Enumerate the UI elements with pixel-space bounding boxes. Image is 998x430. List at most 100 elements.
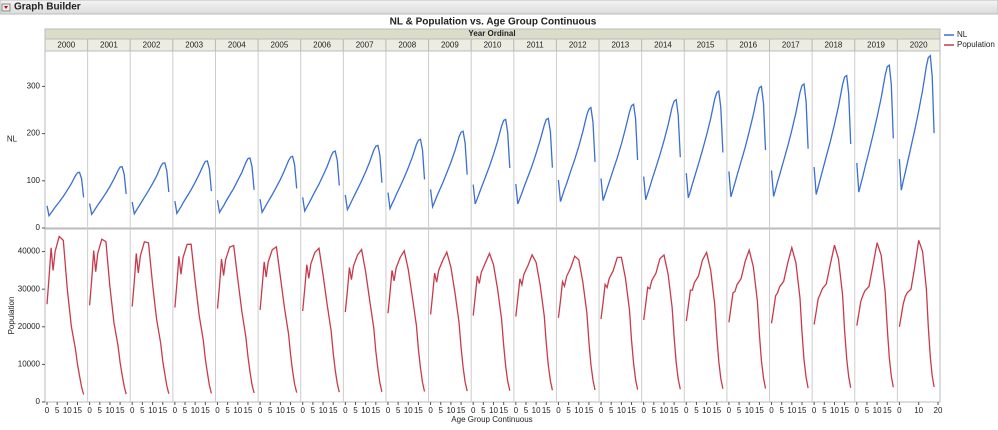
series-line [515,253,554,391]
series-line [46,235,85,395]
series-line [88,165,127,216]
x-tick-label: 5 [439,406,444,415]
legend-label: NL [957,30,968,39]
x-tick-label: 0 [386,406,391,415]
x-tick-label: 5 [524,406,529,415]
x-tick-label: 15 [457,406,466,415]
x-tick-label: 15 [244,406,253,415]
x-tick-label: 0 [87,406,92,415]
series-line [685,250,724,389]
series-line [46,171,85,218]
x-tick-label: 10 [914,406,923,415]
y-tick-label: 0 [36,223,41,232]
series-line [813,74,852,195]
y-tick-label: 30000 [18,284,41,293]
x-tick-label: 5 [737,406,742,415]
x-tick-label: 5 [609,406,614,415]
x-tick-label: 10 [532,406,541,415]
y-tick-label: 40000 [18,247,41,256]
series-line [770,245,809,389]
x-tick-label: 10 [574,406,583,415]
year-label: 2008 [398,41,416,50]
series-line [813,245,852,388]
y-tick-label: 20000 [18,322,41,331]
x-tick-label: 15 [158,406,167,415]
x-tick-label: 0 [173,406,178,415]
series-line [728,85,767,197]
series-line [216,244,255,394]
series-line [174,160,213,216]
x-tick-label: 0 [812,406,817,415]
series-line [856,64,894,193]
y-axis-label: Population [7,297,16,335]
x-tick-label: 15 [712,406,721,415]
x-tick-label: 10 [319,406,328,415]
year-label: 2012 [569,41,587,50]
x-tick-label: 10 [617,406,626,415]
series-line [259,155,298,215]
year-label: 2018 [825,41,843,50]
x-tick-label: 5 [268,406,273,415]
x-tick-label: 15 [670,406,679,415]
y-axis-label: NL [7,135,18,144]
year-label: 2004 [228,41,246,50]
year-label: 2007 [356,41,374,50]
x-tick-label: 15 [329,406,338,415]
y-tick-label: 10000 [18,360,41,369]
series-line [302,150,340,214]
window-title: Graph Builder [14,2,81,13]
x-tick-label: 10 [745,406,754,415]
facet-label: Year Ordinal [468,29,515,38]
year-label: 2002 [143,41,161,50]
series-line [898,240,935,388]
series-line [131,241,170,394]
x-tick-label: 0 [514,406,519,415]
x-tick-label: 5 [779,406,784,415]
x-tick-label: 10 [830,406,839,415]
year-label: 2006 [313,41,331,50]
x-tick-label: 10 [660,406,669,415]
year-label: 2015 [697,41,715,50]
series-line [387,138,426,212]
x-tick-label: 0 [641,406,646,415]
year-label: 2011 [527,41,545,50]
x-tick-label: 15 [542,406,551,415]
x-tick-label: 10 [148,406,157,415]
year-label: 2013 [611,41,629,50]
x-tick-label: 5 [822,406,827,415]
x-tick-label: 15 [116,406,125,415]
series-line [429,250,468,392]
x-tick-label: 0 [428,406,433,415]
series-line [472,251,511,391]
x-axis-label: Age Group Continuous [451,415,532,424]
x-tick-label: 10 [63,406,72,415]
series-line [600,103,639,201]
x-tick-label: 10 [787,406,796,415]
series-line [557,254,596,391]
x-tick-label: 5 [396,406,401,415]
x-tick-label: 0 [471,406,476,415]
x-tick-label: 5 [865,406,870,415]
y-tick-label: 300 [27,82,41,91]
series-line [429,130,468,210]
x-tick-label: 0 [45,406,50,415]
x-tick-label: 10 [276,406,285,415]
series-line [472,118,511,205]
x-tick-label: 15 [371,406,380,415]
year-label: 2009 [441,41,459,50]
series-line [685,89,724,198]
title-bar [0,0,998,15]
x-tick-label: 15 [286,406,295,415]
x-tick-label: 5 [652,406,657,415]
series-line [856,242,894,388]
year-label: 2005 [271,41,289,50]
x-tick-label: 15 [883,406,892,415]
x-tick-label: 0 [130,406,135,415]
year-label: 2001 [100,41,118,50]
x-tick-label: 10 [489,406,498,415]
series-line [600,256,639,390]
year-label: 2017 [782,41,800,50]
series-line [728,247,767,389]
x-tick-label: 5 [353,406,358,415]
plot-frame [44,50,941,229]
